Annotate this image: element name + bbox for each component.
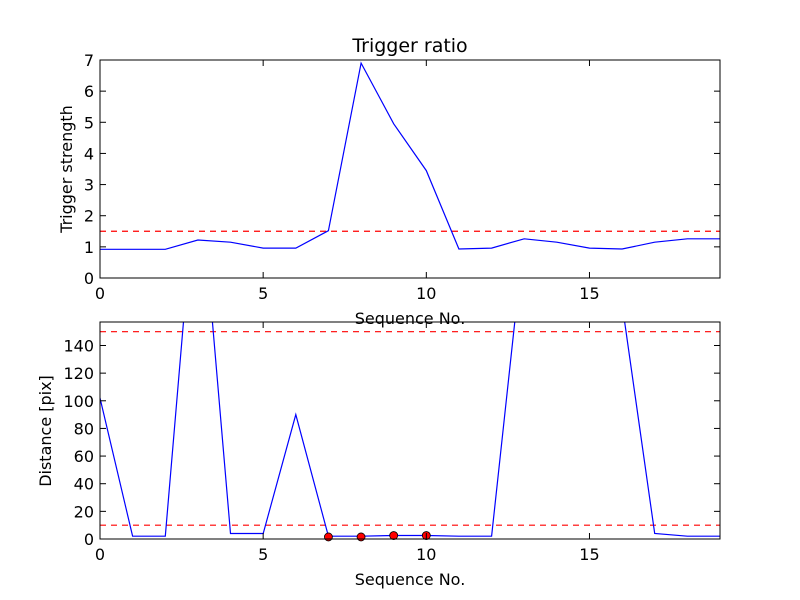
y-tick-label: 100 [63,392,94,411]
data-point [389,531,399,540]
y-tick-label: 7 [84,51,94,70]
y-tick-label: 20 [74,502,94,521]
x-tick-label: 5 [258,284,268,303]
chart-title: Trigger ratio [351,35,467,57]
y-tick-label: 6 [84,82,94,101]
x-tick-label: 15 [579,545,599,564]
x-tick-label: 5 [258,545,268,564]
distance-plot: Sequence No. Distance [pix] 0 5 10 15 0 20 40 6… [36,321,721,589]
y-tick-label: 3 [84,176,94,195]
x-tick-label: 10 [416,545,436,564]
plot-area [100,61,720,250]
series-line [100,322,720,537]
plot-area [100,322,720,537]
y-tick-label: 80 [74,419,94,438]
y-tick-label: 1 [84,238,94,257]
data-point [324,532,333,542]
y-tick-label: 4 [84,144,94,163]
y-axis-label: Distance [pix] [36,375,55,487]
series-line [100,61,720,250]
x-tick-label: 0 [95,545,105,564]
x-tick-label: 10 [416,284,436,303]
y-axis-label: Trigger strength [57,105,76,234]
data-point [356,532,366,542]
x-axis-label: Sequence No. [355,570,466,589]
y-tick-label: 40 [74,475,94,494]
axes-frame [99,59,721,279]
x-axis-label: Sequence No. [355,309,466,328]
y-tick-label: 5 [84,113,94,132]
y-tick-label: 60 [74,447,94,466]
y-tick-label: 2 [84,207,94,226]
x-tick-label: 0 [95,284,105,303]
x-tick-label: 15 [579,284,599,303]
y-tick-label: 120 [63,364,94,383]
axes-frame [99,321,721,540]
trigger-ratio-plot: Trigger ratio Sequence No. Trigger stren… [57,35,721,328]
y-tick-label: 140 [63,336,94,355]
y-tick-label: 0 [84,269,94,288]
y-tick-label: 0 [84,530,94,549]
